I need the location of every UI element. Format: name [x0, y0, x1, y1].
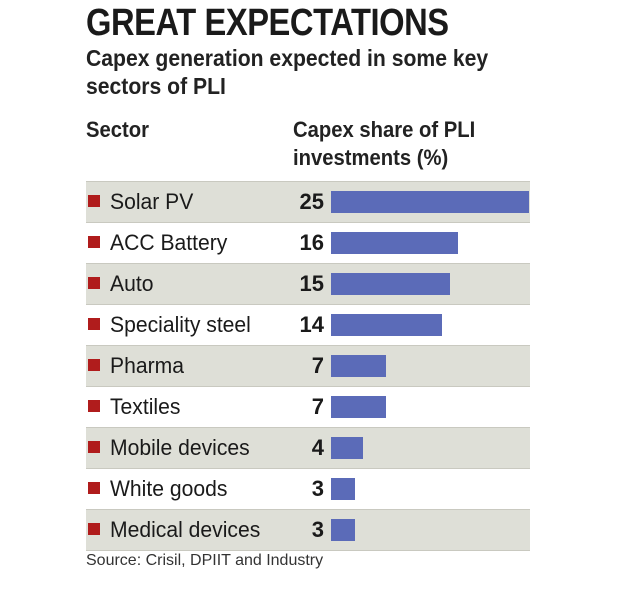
sector-label: Medical devices: [110, 517, 261, 542]
sector-label: Pharma: [110, 353, 184, 378]
bar: [331, 232, 458, 254]
chart-row: Medical devices 3: [86, 509, 530, 551]
value-label: 16: [299, 230, 324, 255]
bar: [331, 396, 386, 418]
row-bullet-marker: [88, 277, 100, 289]
sector-label: White goods: [110, 476, 228, 501]
sector-column-header: Sector: [86, 117, 150, 142]
chart-row: ACC Battery 16: [86, 222, 530, 263]
sector-label: Textiles: [110, 394, 181, 419]
value-label: 7: [311, 394, 324, 419]
row-bullet-marker: [88, 359, 100, 371]
chart-row: Pharma 7: [86, 345, 530, 386]
bar: [331, 478, 355, 500]
chart-row: Speciality steel 14: [86, 304, 530, 345]
bar: [331, 191, 529, 213]
row-bullet-marker: [88, 441, 100, 453]
row-bullet-marker: [88, 195, 100, 207]
chart-title: GREAT EXPECTATIONS: [86, 2, 449, 44]
value-label: 7: [311, 353, 324, 378]
chart-row: Solar PV 25: [86, 181, 530, 222]
row-bullet-marker: [88, 236, 100, 248]
bar: [331, 519, 355, 541]
chart-row: White goods 3: [86, 468, 530, 509]
sector-label: Auto: [110, 271, 154, 296]
bar: [331, 437, 363, 459]
sector-label: Solar PV: [110, 189, 194, 214]
sector-label: Speciality steel: [110, 312, 251, 337]
chart-row: Textiles 7: [86, 386, 530, 427]
source-note: Source: Crisil, DPIIT and Industry: [86, 552, 324, 569]
row-bullet-marker: [88, 482, 100, 494]
chart-subtitle: Capex generation expected in some key se…: [86, 45, 489, 99]
value-label: 25: [299, 189, 324, 214]
sector-label: Mobile devices: [110, 435, 250, 460]
row-bullet-marker: [88, 523, 100, 535]
value-label: 4: [311, 435, 324, 460]
row-bullet-marker: [88, 400, 100, 412]
bar: [331, 355, 386, 377]
bar: [331, 273, 450, 295]
row-bullet-marker: [88, 318, 100, 330]
chart-row: Auto 15: [86, 263, 530, 304]
value-label: 15: [299, 271, 324, 296]
bar: [331, 314, 442, 336]
value-label: 14: [299, 312, 324, 337]
sector-label: ACC Battery: [110, 230, 228, 255]
value-label: 3: [311, 517, 324, 542]
chart-row: Mobile devices 4: [86, 427, 530, 468]
capex-column-header: Capex share of PLI investments (%): [293, 117, 476, 170]
value-label: 3: [311, 476, 324, 501]
bar-chart-rows: Solar PV 25 ACC Battery 16 Auto 15 Speciality …: [86, 181, 530, 551]
